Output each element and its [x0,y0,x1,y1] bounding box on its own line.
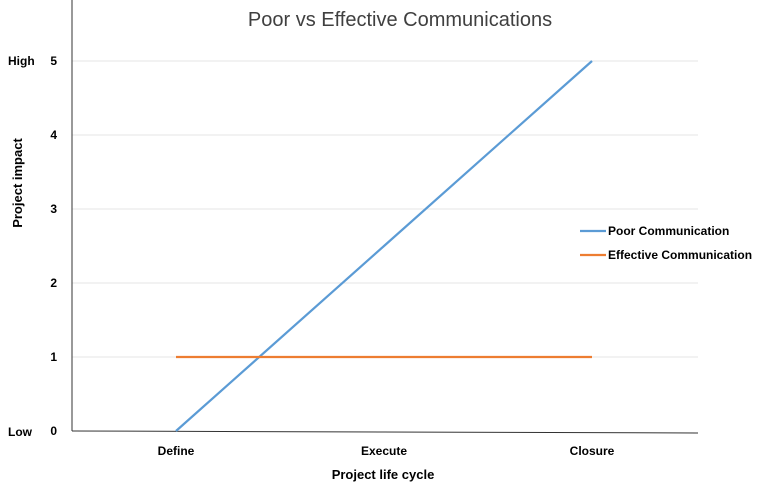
x-tick-label: Closure [570,444,615,458]
y-level-high-label: High [8,54,35,68]
x-axis-label: Project life cycle [332,467,435,482]
series-lines [175,60,593,432]
y-tick-label: 1 [50,350,57,364]
y-tick-label: 5 [50,54,57,68]
series-line-0 [175,60,593,432]
gridlines [72,60,698,358]
chart-title: Poor vs Effective Communications [248,9,552,31]
y-tick-label: 4 [50,128,57,142]
x-tick-label: Execute [361,444,407,458]
y-tick-label: 2 [50,276,57,290]
x-tick-label: Define [158,444,195,458]
y-tick-label: 3 [50,202,57,216]
legend-label: Poor Communication [608,224,729,238]
y-tick-label: 0 [50,424,57,438]
y-level-low-label: Low [8,425,33,439]
y-axis-label: Project impact [10,138,25,228]
x-tick-labels: Define Execute Closure [158,444,615,458]
legend: Poor Communication Effective Communicatio… [580,224,752,262]
legend-label: Effective Communication [608,248,752,262]
y-tick-labels: 0 1 2 3 4 5 [50,54,57,438]
x-axis-line [71,430,699,434]
